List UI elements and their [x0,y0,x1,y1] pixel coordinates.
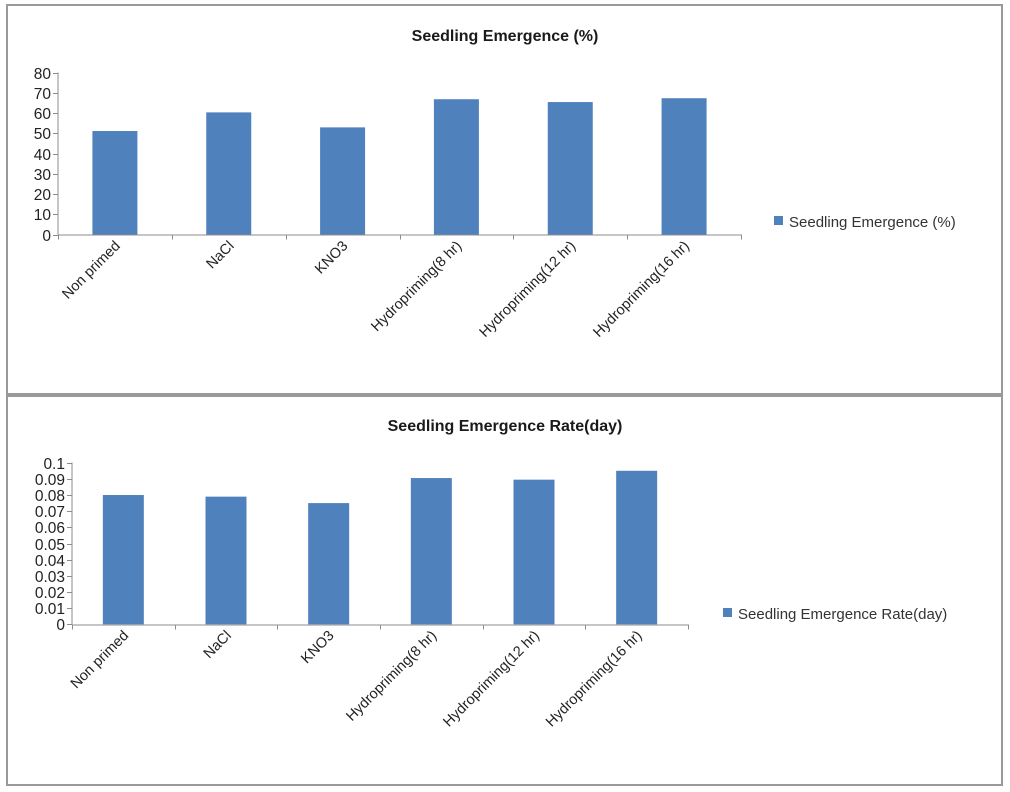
y-tick-label: 0 [56,617,65,634]
y-tick-label: 0.07 [35,504,65,521]
y-tick-label: 0.09 [35,472,65,489]
bar [433,99,479,235]
y-tick-label: 40 [34,147,52,164]
y-tick-label: 0.08 [35,488,65,505]
bar [320,127,366,235]
y-axis: 0 10 20 30 40 50 60 70 80 [34,66,59,245]
chart-panel-seedling-emergence [6,4,1003,395]
bar [547,102,593,235]
bar [410,478,452,625]
bars [92,98,707,235]
legend: Seedling Emergence Rate(day) [723,606,947,623]
bar [206,112,252,235]
y-tick-label: 20 [34,187,52,204]
chart-panel-emergence-rate [6,395,1003,786]
y-tick-label: 70 [34,86,52,103]
x-tick-label: Hydropriming(8 hr) [343,628,440,725]
y-tick-label: 0.01 [35,601,65,618]
x-tick-label: NaCl [201,628,235,662]
y-axis: 00.010.020.030.040.050.060.070.080.090.1 [35,456,73,634]
legend-label: Seedling Emergence (%) [789,214,956,231]
x-tick-label: Hydropriming(12 hr) [440,628,542,730]
y-tick-label: 0.05 [35,537,65,554]
y-tick-label: 0.03 [35,569,65,586]
bar [616,470,658,625]
legend: Seedling Emergence (%) [774,214,956,231]
y-tick-label: 0.1 [43,456,65,473]
legend-swatch [774,216,783,225]
chart-seedling-emergence: Seedling Emergence (%) 0 10 20 30 40 50 60 70 80… [34,28,956,341]
y-tick-label: 80 [34,66,52,83]
bar [205,496,247,625]
legend-label: Seedling Emergence Rate(day) [738,606,947,623]
bar [661,98,707,235]
y-tick-label: 0 [42,228,51,245]
y-tick-label: 60 [34,106,52,123]
bar [513,479,555,625]
y-tick-label: 10 [34,207,52,224]
y-tick-label: 50 [34,126,52,143]
y-tick-label: 0.06 [35,520,65,537]
bar [92,131,138,235]
chart-title: Seedling Emergence Rate(day) [388,418,623,435]
chart-title: Seedling Emergence (%) [412,28,599,45]
y-tick-label: 0.04 [35,553,66,570]
y-tick-label: 0.02 [35,585,65,602]
x-tick-label: Hydropriming(16 hr) [543,628,645,730]
bar [102,495,144,625]
x-axis: Non primed NaCl KNO3 Hydropriming(8 hr) Hydr… [68,624,689,730]
x-tick-label: KNO3 [298,628,337,667]
y-tick-label: 30 [34,167,52,184]
bar [308,503,350,625]
bars [102,470,658,625]
legend-swatch [723,608,732,617]
x-tick-label: Non primed [68,628,132,692]
